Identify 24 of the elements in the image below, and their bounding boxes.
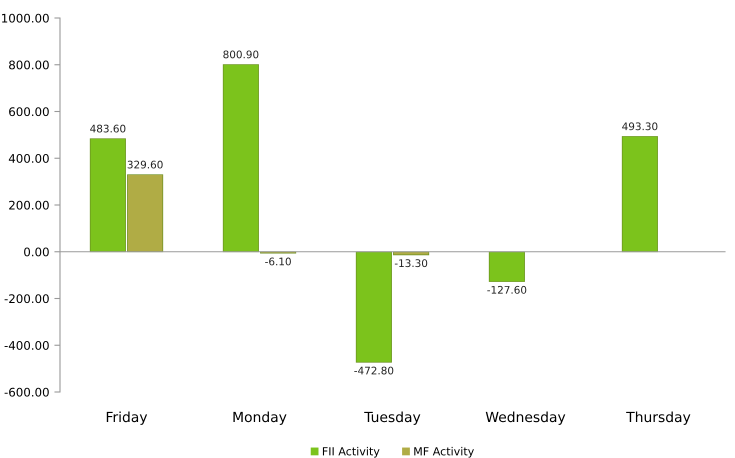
y-tick-label: 0.00: [24, 247, 49, 256]
x-tick-label: Thursday: [626, 411, 690, 425]
y-tick-label: -400.00: [4, 340, 49, 350]
data-label: -472.80: [354, 366, 394, 374]
legend-label: FII Activity: [322, 446, 380, 458]
data-label: 329.60: [128, 160, 163, 169]
legend-label: MF Activity: [414, 446, 474, 458]
y-tick-label: 400.00: [8, 154, 49, 163]
y-tick-label: 600.00: [9, 107, 49, 116]
data-label: -127.60: [487, 286, 526, 294]
y-tick-label: 800.00: [9, 60, 49, 70]
y-tick-label: -200.00: [4, 294, 49, 304]
data-label: 483.60: [90, 124, 126, 133]
data-label: -13.30: [394, 259, 428, 268]
x-tick-label: Tuesday: [364, 411, 420, 425]
y-tick-label: 1000.00: [2, 14, 49, 23]
y-tick-label: -600.00: [4, 388, 49, 397]
x-tick-label: Friday: [106, 411, 148, 425]
data-label: 800.90: [223, 50, 258, 58]
x-tick-label: Wednesday: [486, 411, 566, 425]
x-tick-label: Monday: [233, 411, 286, 425]
data-label: -6.10: [265, 258, 291, 266]
data-label: 493.30: [622, 122, 658, 130]
y-tick-label: 200.00: [9, 200, 49, 210]
